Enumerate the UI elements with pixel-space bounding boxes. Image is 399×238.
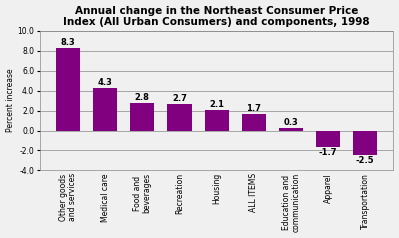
Text: 8.3: 8.3 — [61, 38, 75, 47]
Text: 2.1: 2.1 — [209, 99, 224, 109]
Bar — [93, 88, 117, 130]
Title: Annual change in the Northeast Consumer Price
Index (All Urban Consumers) and co: Annual change in the Northeast Consumer … — [63, 5, 370, 27]
Bar — [130, 103, 154, 130]
Bar — [353, 130, 377, 155]
Text: 2.8: 2.8 — [135, 93, 150, 102]
Bar — [279, 128, 303, 130]
Text: -1.7: -1.7 — [319, 149, 338, 158]
Text: 4.3: 4.3 — [98, 78, 113, 87]
Y-axis label: Percent increase: Percent increase — [6, 69, 14, 132]
Bar — [56, 48, 80, 130]
Text: -2.5: -2.5 — [356, 156, 375, 165]
Text: 1.7: 1.7 — [246, 104, 261, 113]
Bar — [167, 104, 192, 130]
Bar — [205, 109, 229, 130]
Bar — [242, 114, 266, 130]
Bar — [316, 130, 340, 148]
Text: 2.7: 2.7 — [172, 94, 187, 103]
Text: 0.3: 0.3 — [284, 118, 298, 127]
